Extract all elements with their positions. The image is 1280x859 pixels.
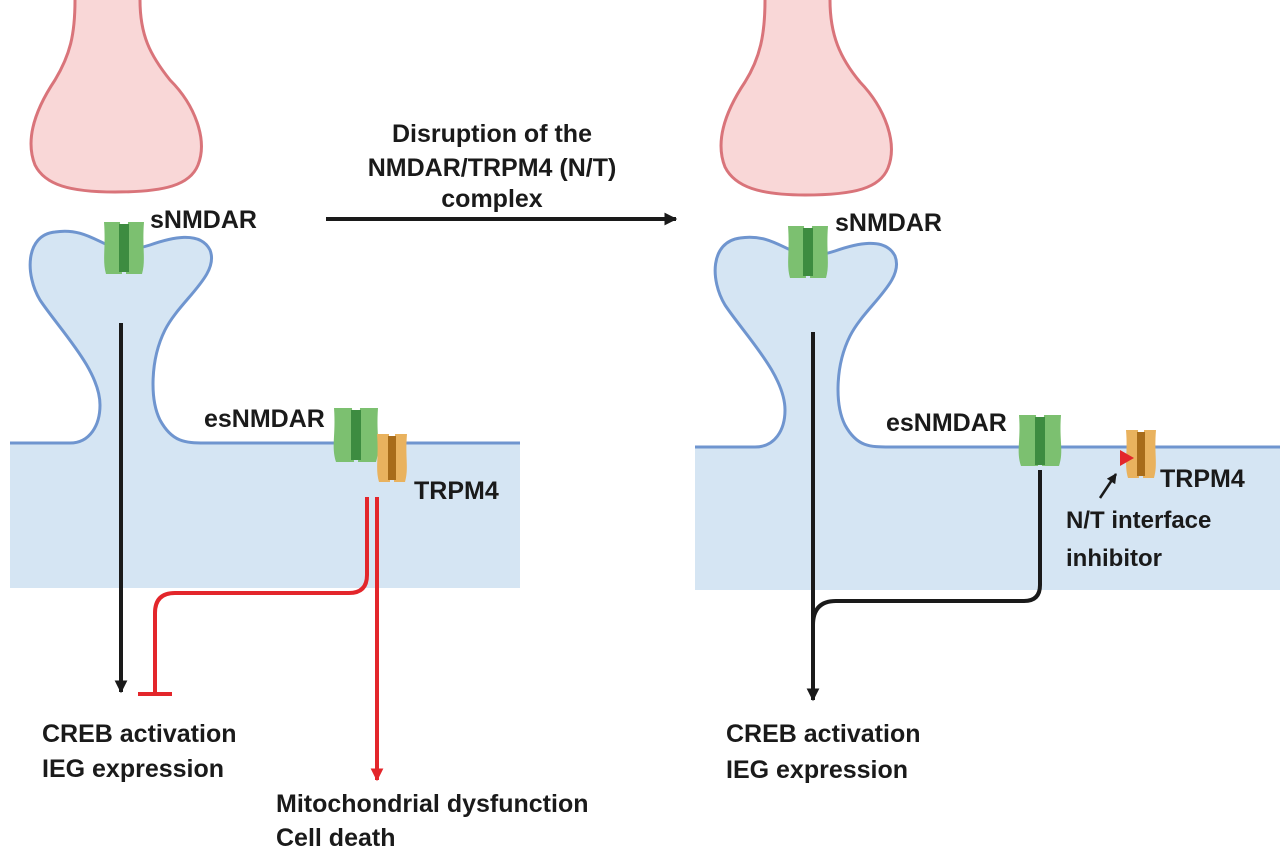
right-esnmdar-signal-line [811, 470, 1042, 626]
transition-line1: Disruption of the [392, 120, 592, 148]
left-outcome-death: Cell death [276, 824, 395, 852]
inhibitor-label-line1: N/T interface [1066, 507, 1211, 534]
right-trpm4-label: TRPM4 [1160, 465, 1245, 493]
left-outcome-ieg: IEG expression [42, 755, 224, 783]
left-snmdar-label: sNMDAR [150, 206, 257, 234]
left-outcome-mito: Mitochondrial dysfunction [276, 790, 589, 818]
right-snmdar-receptor [788, 226, 828, 278]
left-presynaptic-terminal [29, 0, 203, 194]
right-trpm4-channel [1126, 430, 1156, 478]
left-panel: sNMDAR esNMDAR TRPM4 CREB activation IEG… [10, 0, 589, 852]
left-esnmdar-label: esNMDAR [204, 405, 325, 433]
right-panel: sNMDAR esNMDAR TRPM4 N/T interface inhib… [695, 0, 1280, 784]
inhibitor-label-line2: inhibitor [1066, 545, 1162, 572]
right-esnmdar-label: esNMDAR [886, 409, 1007, 437]
left-trpm4-label: TRPM4 [414, 477, 499, 505]
right-esnmdar-receptor [1018, 415, 1062, 466]
left-trpm4-channel [377, 434, 407, 482]
left-inhibition-line [153, 497, 369, 692]
inhibitor-pointer-arrow [1098, 473, 1118, 499]
left-outcome-creb: CREB activation [42, 720, 236, 748]
inhibitor-marker [1120, 450, 1134, 466]
right-outcome-creb: CREB activation [726, 720, 920, 748]
right-dendritic-spine [695, 237, 1280, 590]
right-snmdar-label: sNMDAR [835, 209, 942, 237]
right-outcome-ieg: IEG expression [726, 756, 908, 784]
right-presynaptic-terminal [719, 0, 893, 197]
transition-line2: NMDAR/TRPM4 (N/T) [368, 154, 617, 182]
left-dendritic-spine [10, 231, 520, 588]
transition: Disruption of the NMDAR/TRPM4 (N/T) comp… [326, 120, 678, 226]
transition-line3: complex [441, 185, 543, 213]
left-snmdar-receptor [104, 222, 144, 274]
left-esnmdar-receptor [333, 408, 379, 462]
